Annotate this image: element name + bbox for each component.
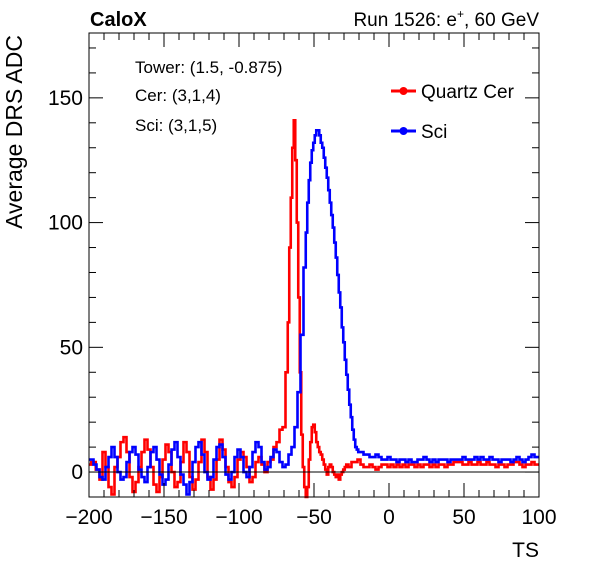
legend-marker-quartz-cer — [399, 87, 408, 95]
legend: Quartz Cer Sci — [391, 82, 515, 143]
x-tick-label: 100 — [521, 506, 556, 529]
x-tick-label: −200 — [65, 506, 112, 529]
annotation-tower: Tower: (1.5, -0.875) — [135, 58, 282, 77]
legend-label-sci: Sci — [421, 122, 447, 143]
x-tick-label: −50 — [296, 506, 332, 529]
x-tick-label: −100 — [215, 506, 262, 529]
y-tick-label: 50 — [60, 336, 83, 359]
y-tick-label: 0 — [71, 461, 83, 484]
header-right-label-prefix: Run 1526: e — [353, 10, 457, 31]
annotation-sci: Sci: (3,1,5) — [135, 116, 217, 135]
header-right-label-sup: + — [457, 7, 464, 21]
y-tick-label: 100 — [48, 212, 83, 235]
header-right-label-suffix: , 60 GeV — [464, 10, 539, 31]
header-left-label: CaloX — [90, 9, 147, 31]
plot-frame — [88, 32, 540, 498]
y-tick-label: 150 — [48, 87, 83, 110]
x-tick-label: 50 — [452, 506, 475, 529]
legend-label-quartz-cer: Quartz Cer — [421, 82, 515, 103]
annotation-cer: Cer: (3,1,4) — [135, 86, 221, 105]
y-axis-label: Average DRS ADC — [1, 35, 27, 229]
axis-layer: −200 −150 −100 −50 0 50 100 0 50 100 150 — [48, 33, 557, 529]
header-right-label: Run 1526: e+, 60 GeV — [353, 7, 539, 31]
x-tick-label: −150 — [140, 506, 187, 529]
legend-marker-sci — [399, 127, 408, 135]
x-axis-label: TS — [512, 539, 539, 562]
x-tick-label: 0 — [383, 506, 395, 529]
